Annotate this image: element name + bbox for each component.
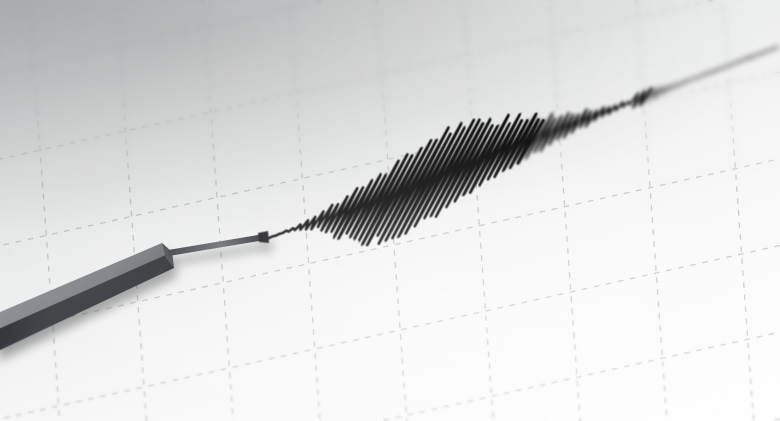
seismograph-photo: Seismograph earthquake recording (0, 0, 780, 421)
chart-paper-background (0, 0, 780, 421)
